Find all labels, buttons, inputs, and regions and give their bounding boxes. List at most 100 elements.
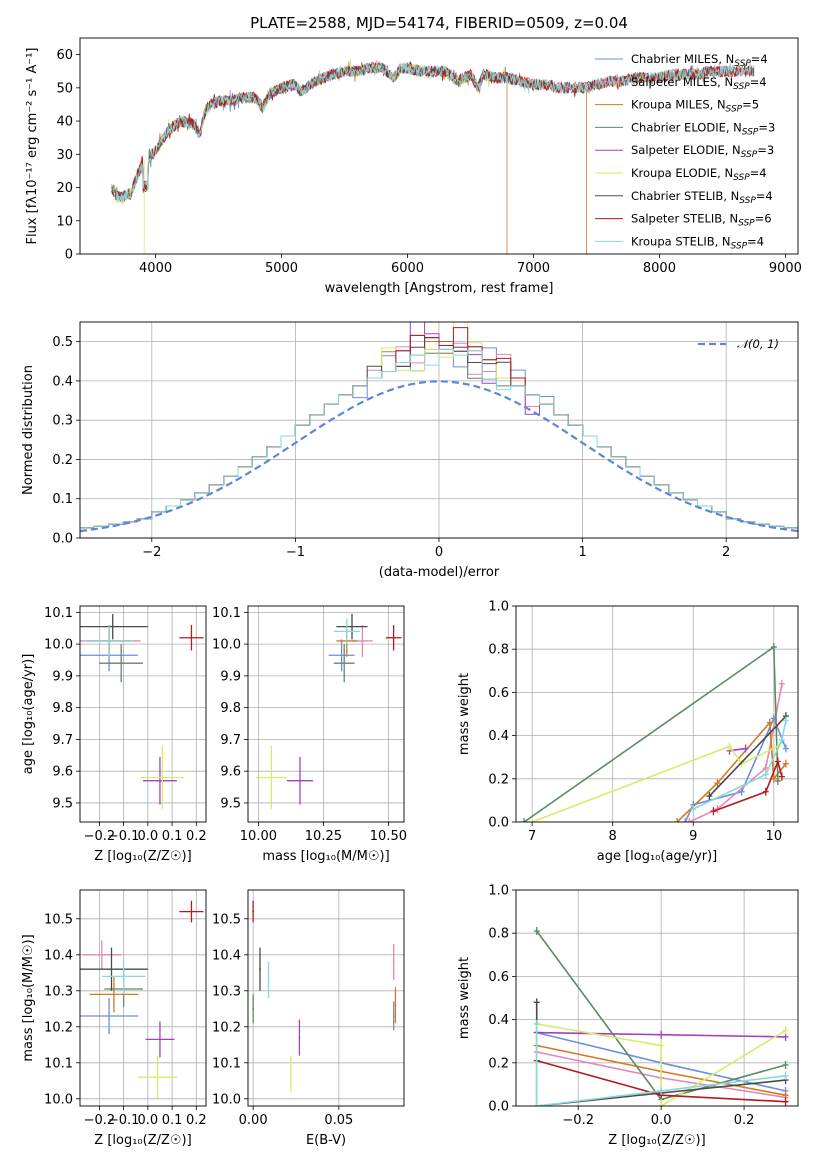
data-point <box>345 630 348 633</box>
legend-label: Chabrier ELODIE, NSSP=3 <box>631 120 775 137</box>
plot-area <box>255 613 402 810</box>
weight-marker <box>521 818 528 822</box>
weight-line-6 <box>531 745 779 822</box>
weight-marker <box>782 744 789 753</box>
weight-marker <box>706 792 713 801</box>
data-point <box>252 1007 255 1010</box>
x-axis-label: age [log₁₀(age/yr)] <box>597 849 718 864</box>
x-axis-label: (data-model)/error <box>379 565 500 580</box>
x-tick-label: −0.2 <box>562 1113 594 1128</box>
y-tick-label: 9.6 <box>220 765 241 780</box>
weight-marker <box>533 1102 540 1106</box>
y-tick-label: 0.2 <box>488 772 509 787</box>
data-point <box>394 1004 397 1007</box>
x-tick-label: 4000 <box>139 261 172 276</box>
weight-marker <box>782 1097 789 1106</box>
weight-marker <box>782 1060 789 1069</box>
x-tick-label: 0.2 <box>734 1113 755 1128</box>
data-point <box>289 1072 292 1075</box>
data-point <box>161 776 164 779</box>
y-tick-label: 10.4 <box>44 948 73 963</box>
y-tick-label: 10.2 <box>44 1020 73 1035</box>
x-tick-label: −0.2 <box>84 1113 116 1128</box>
data-point <box>111 625 114 628</box>
axes-frame <box>247 889 405 1107</box>
x-tick-label: −2 <box>142 545 161 560</box>
axes-frame <box>79 605 207 823</box>
y-tick-label: 60 <box>56 48 73 63</box>
weight-marker <box>529 818 536 822</box>
y-tick-label: 1.0 <box>488 884 509 899</box>
weight-line-4 <box>523 645 779 822</box>
weight-line-6 <box>536 1023 787 1106</box>
x-tick-label: 0.1 <box>162 829 183 844</box>
data-point <box>343 662 346 665</box>
y-axis-label: Normed distribution <box>21 365 36 495</box>
weight-line-8 <box>713 758 783 812</box>
x-tick-label: −0.1 <box>108 829 140 844</box>
weight-marker <box>714 779 721 788</box>
data-point <box>270 776 273 779</box>
data-point <box>361 640 364 642</box>
y-tick-label: 0.1 <box>52 492 73 507</box>
data-point <box>190 636 193 639</box>
axes-frame <box>515 605 799 823</box>
y-tick-label: 9.5 <box>52 796 73 811</box>
axes-frame <box>515 889 799 1107</box>
data-point <box>252 910 255 913</box>
x-tick-label: 9000 <box>769 261 802 276</box>
x-tick-label: 0.0 <box>138 1113 159 1128</box>
y-tick-label: 10.1 <box>212 606 241 621</box>
y-tick-label: 20 <box>56 181 73 196</box>
data-point <box>108 1015 110 1017</box>
y-tick-label: 10.0 <box>44 638 73 653</box>
histogram-step-9 <box>80 348 798 529</box>
weight-marker <box>766 718 773 727</box>
y-tick-label: 9.9 <box>52 669 73 684</box>
x-tick-label: 0.2 <box>186 1113 207 1128</box>
x-axis-label: mass [log₁₀(M/M☉)] <box>262 849 389 864</box>
y-tick-label: 10.0 <box>44 1092 73 1107</box>
weight-marker <box>778 735 785 744</box>
chart-title: PLATE=2588, MJD=54174, FIBERID=0509, z=0… <box>250 14 628 32</box>
panel-age_vs_mass: 10.00 10.25 10.50 9.5 9.6 9.7 9.8 9.9 10.0 10.1 ma… <box>212 605 407 864</box>
weight-marker <box>778 679 785 688</box>
y-axis-label: age [log₁₀(age/yr)] <box>21 654 36 775</box>
x-tick-label: −0.2 <box>84 829 116 844</box>
y-tick-label: 10.5 <box>212 912 241 927</box>
y-tick-label: 10.2 <box>212 1020 241 1035</box>
legend-label: Salpeter STELIB, NSSP=6 <box>631 212 772 229</box>
plot-area <box>80 322 798 533</box>
y-tick-label: 0.6 <box>488 686 509 701</box>
legend-label: Salpeter MILES, NSSP=4 <box>631 75 767 92</box>
data-point <box>392 636 395 639</box>
y-tick-label: 10.1 <box>212 1056 241 1071</box>
weight-marker <box>726 742 733 751</box>
x-tick-label: 10 <box>766 829 783 844</box>
legend-label: Kroupa ELODIE, NSSP=4 <box>631 166 767 183</box>
x-tick-label: 10.25 <box>305 829 342 844</box>
weight-marker <box>782 716 789 725</box>
x-axis-label: E(B-V) <box>306 1133 346 1148</box>
x-tick-label: 1 <box>578 545 586 560</box>
y-tick-label: 10.0 <box>212 638 241 653</box>
data-point <box>110 968 113 971</box>
y-tick-label: 10.1 <box>44 606 73 621</box>
y-tick-label: 10 <box>56 214 73 229</box>
panel-mass_vs_EBV: 0.00 0.05 10.0 10.1 10.2 10.3 10.4 10.5 E(B-V) <box>212 889 405 1148</box>
y-tick-label: 10.3 <box>212 984 241 999</box>
y-tick-label: 1.0 <box>488 600 509 615</box>
data-point <box>120 662 123 665</box>
weight-marker <box>774 776 781 785</box>
x-tick-label: 0.0 <box>651 1113 672 1128</box>
y-tick-label: 9.5 <box>220 796 241 811</box>
data-point <box>351 625 353 628</box>
data-point <box>100 953 103 956</box>
weight-marker <box>710 807 717 816</box>
x-tick-label: 9 <box>689 829 697 844</box>
x-tick-label: −0.1 <box>108 1113 140 1128</box>
plot-area <box>111 58 755 254</box>
x-tick-label: 7 <box>528 829 536 844</box>
y-axis-label: Flux [fλ10⁻¹⁷ erg cm⁻² s⁻¹ A⁻¹] <box>25 48 40 245</box>
